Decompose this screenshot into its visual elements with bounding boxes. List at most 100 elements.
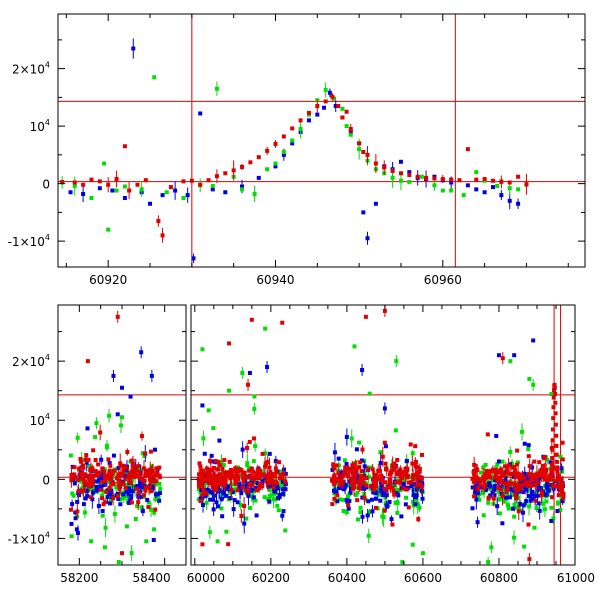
point-red — [533, 498, 538, 503]
point-red — [483, 472, 488, 477]
point-red — [120, 472, 125, 477]
point-red — [263, 464, 268, 469]
point-green — [116, 560, 121, 565]
point-green — [118, 497, 123, 502]
point-green — [106, 227, 111, 232]
point-green — [75, 435, 80, 440]
point-red — [197, 461, 202, 466]
point-red — [232, 469, 237, 474]
x-tick-label: 60800 — [480, 571, 518, 585]
point-green — [122, 184, 127, 189]
point-blue — [211, 497, 216, 502]
point-red — [240, 164, 245, 169]
point-red — [556, 493, 561, 498]
point-red — [251, 469, 256, 474]
point-blue — [349, 486, 354, 491]
point-blue — [107, 460, 112, 465]
point-red — [478, 478, 483, 483]
point-green — [551, 516, 556, 521]
point-green — [262, 495, 267, 500]
point-red — [148, 489, 153, 494]
point-blue — [362, 464, 367, 469]
point-blue — [496, 459, 501, 464]
point-green — [400, 560, 405, 565]
point-red — [147, 485, 152, 490]
point-blue — [211, 507, 216, 512]
point-green — [266, 497, 271, 502]
point-green — [200, 347, 205, 352]
point-red — [245, 489, 250, 494]
point-red — [216, 459, 221, 464]
point-red — [204, 491, 209, 496]
point-green — [281, 150, 286, 154]
point-red — [93, 469, 98, 474]
point-red — [100, 479, 105, 484]
point-red — [556, 484, 561, 489]
point-green — [251, 459, 256, 464]
point-green — [560, 469, 565, 474]
point-blue — [401, 481, 406, 486]
point-red — [513, 468, 518, 473]
point-blue — [242, 521, 247, 526]
point-flare — [554, 443, 559, 448]
point-red — [323, 99, 328, 104]
point-green — [527, 486, 532, 491]
point-blue — [148, 201, 153, 206]
point-green — [520, 429, 525, 434]
y-tick-label: -1×104 — [8, 530, 50, 546]
point-blue — [378, 488, 383, 493]
point-red — [247, 439, 252, 444]
point-red — [392, 492, 397, 497]
point-blue — [173, 188, 178, 193]
point-blue — [283, 487, 288, 492]
point-green — [363, 481, 368, 486]
point-red — [352, 478, 357, 483]
point-green — [108, 498, 113, 503]
point-blue — [475, 520, 480, 525]
point-green — [432, 183, 437, 188]
point-flare — [553, 422, 558, 427]
point-blue — [85, 426, 90, 431]
point-blue — [201, 503, 206, 508]
point-red — [101, 502, 106, 507]
point-red — [223, 473, 228, 478]
point-red — [373, 474, 378, 479]
point-red — [526, 522, 531, 527]
point-red — [200, 474, 205, 479]
point-green — [404, 495, 409, 500]
point-green — [152, 510, 157, 515]
point-flare — [553, 400, 558, 405]
point-green — [70, 491, 75, 496]
point-red — [315, 104, 320, 108]
point-blue — [373, 201, 378, 206]
point-blue — [360, 514, 365, 519]
point-red — [146, 472, 151, 477]
point-red — [358, 479, 363, 484]
y-tick-label: 2×104 — [12, 353, 50, 369]
point-red — [351, 462, 356, 467]
point-blue — [137, 495, 142, 500]
point-blue — [208, 497, 213, 502]
point-blue — [83, 496, 88, 501]
point-green — [419, 174, 424, 179]
point-green — [414, 475, 419, 480]
point-blue — [333, 104, 338, 108]
point-red — [115, 314, 120, 319]
point-blue — [128, 394, 133, 399]
point-red — [136, 464, 141, 469]
point-green — [240, 370, 245, 375]
point-blue — [100, 509, 105, 514]
point-blue — [246, 493, 251, 498]
point-red — [514, 495, 519, 500]
point-red — [270, 478, 275, 483]
point-red — [199, 478, 204, 483]
point-blue — [382, 406, 387, 411]
bottom-plot-area — [191, 305, 575, 565]
point-blue — [260, 479, 265, 484]
point-red — [145, 468, 150, 473]
point-red — [472, 477, 477, 482]
point-blue — [306, 118, 311, 123]
y-tick-label: 0 — [42, 178, 50, 192]
point-red — [280, 320, 285, 325]
point-green — [261, 469, 266, 474]
